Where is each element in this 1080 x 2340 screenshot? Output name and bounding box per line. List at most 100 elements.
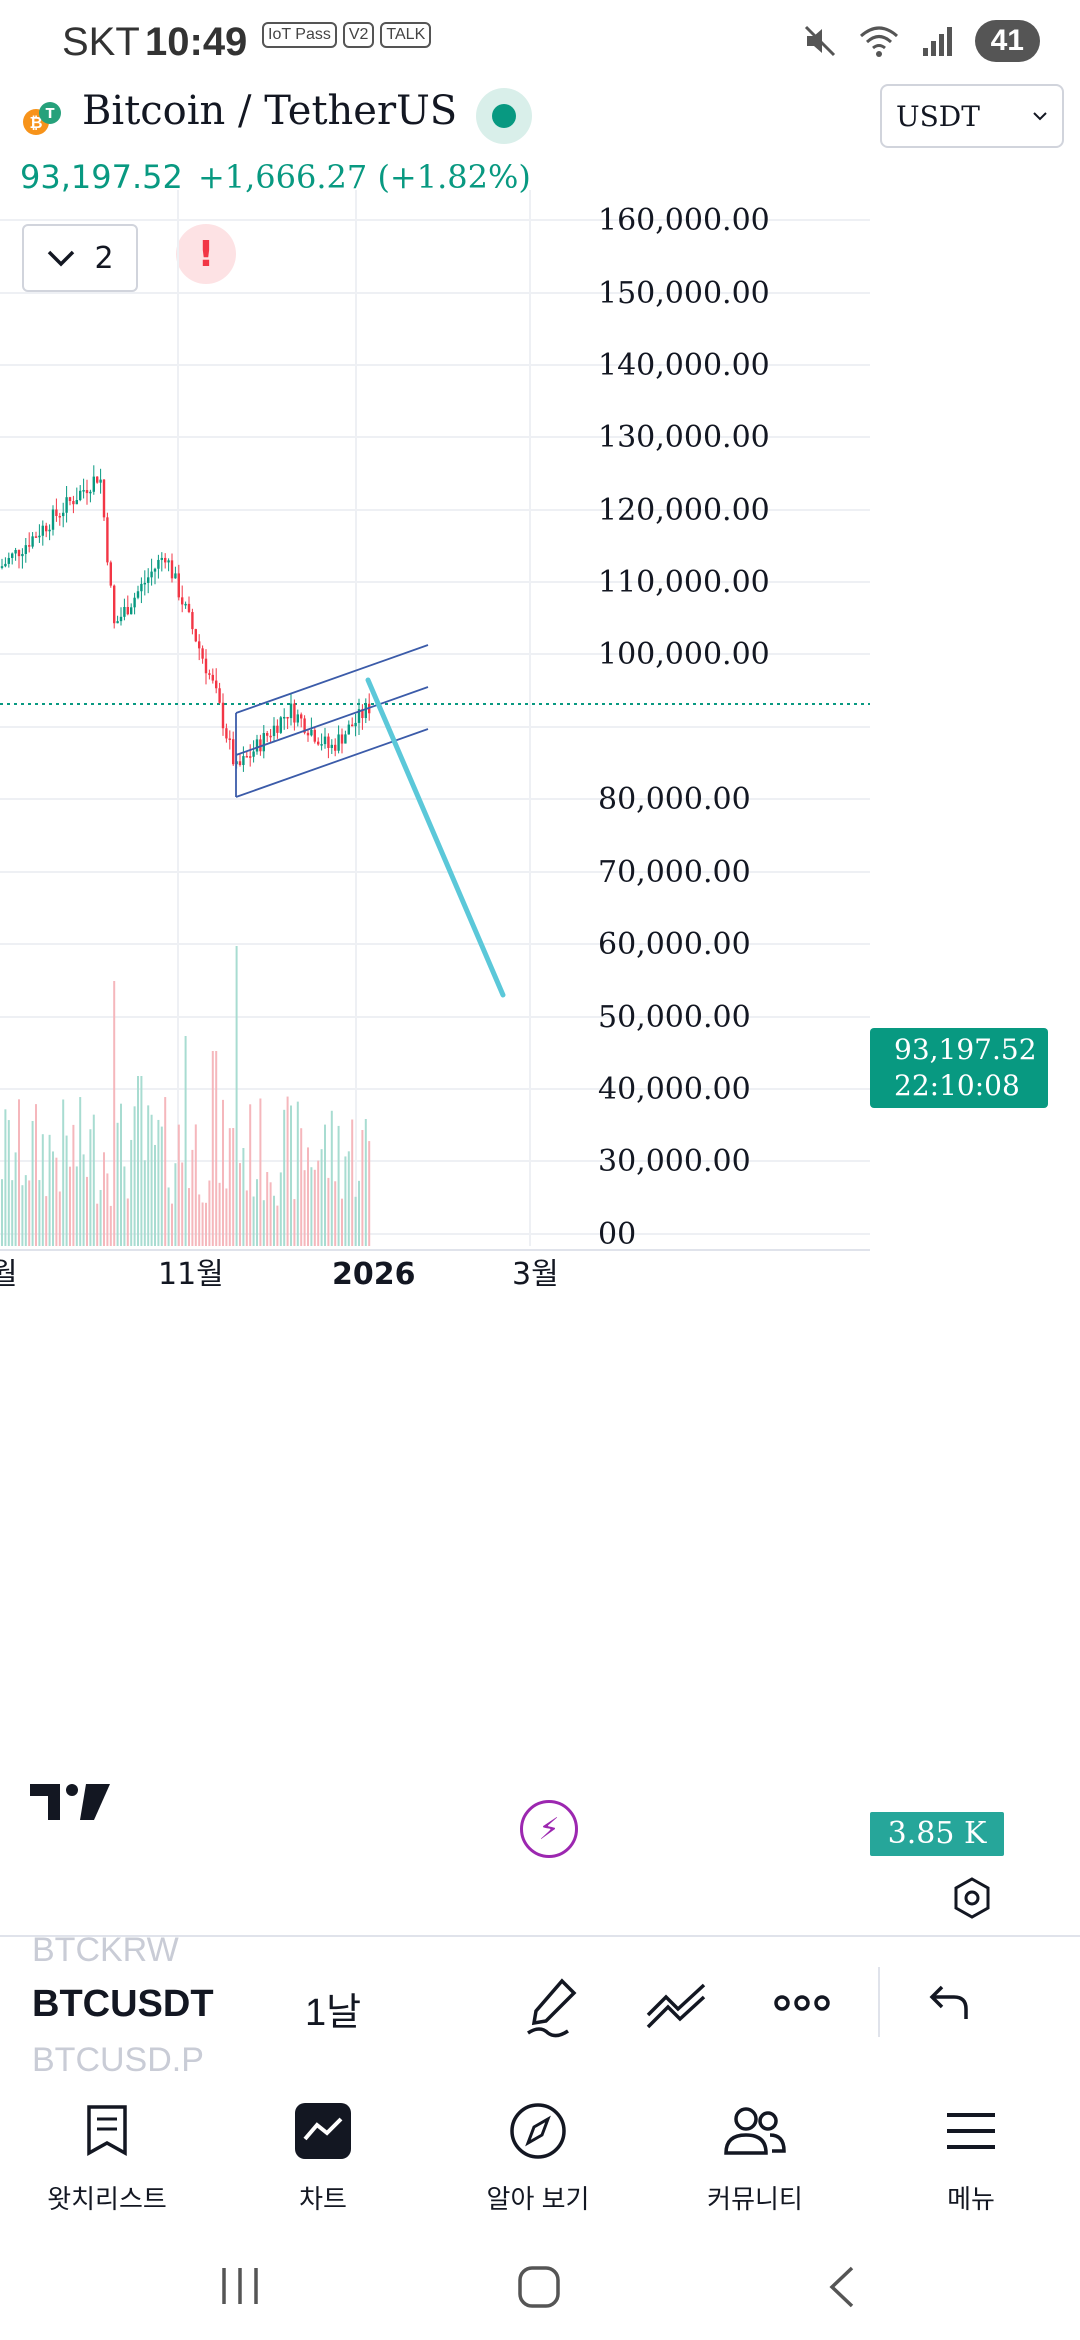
- volume-bar: [354, 1196, 357, 1246]
- more-options-icon[interactable]: [774, 1989, 830, 2019]
- candle-body: [48, 529, 51, 532]
- volume-bar: [279, 1172, 282, 1246]
- nav-watchlist[interactable]: 왓치리스트: [22, 2091, 192, 2216]
- talk-icon: TALK: [380, 22, 432, 48]
- symbol-title[interactable]: Bitcoin / TetherUS: [82, 88, 458, 134]
- candle-body: [286, 716, 289, 719]
- volume-bar: [38, 1180, 41, 1246]
- candle-body: [225, 728, 228, 739]
- candle-body: [347, 724, 350, 735]
- volume-bar: [123, 1166, 126, 1246]
- battery-indicator: 41: [974, 20, 1040, 62]
- volume-bar: [256, 1179, 258, 1246]
- volume-bar: [21, 1185, 24, 1246]
- candle-body: [82, 490, 85, 492]
- volume-bar: [198, 1194, 201, 1246]
- community-icon: [724, 2107, 786, 2155]
- symbol-current[interactable]: BTCUSDT: [32, 1983, 214, 2025]
- nav-community[interactable]: 커뮤니티: [670, 2091, 840, 2216]
- recent-apps-icon[interactable]: [218, 2264, 262, 2308]
- volume-bar: [228, 1128, 231, 1246]
- y-tick-label: 100,000.00: [598, 637, 770, 672]
- candle-body: [177, 573, 180, 598]
- volume-bar: [273, 1195, 275, 1246]
- volume-bar: [48, 1134, 51, 1246]
- volume-bar: [269, 1182, 272, 1246]
- home-icon[interactable]: [516, 2264, 562, 2310]
- volume-bar: [177, 1124, 180, 1246]
- candle-body: [218, 688, 221, 703]
- candle-body: [255, 739, 259, 752]
- candle-body: [7, 557, 10, 564]
- candle-body: [279, 717, 282, 733]
- candle-body: [147, 577, 150, 583]
- volume-bar: [160, 1126, 163, 1246]
- candle-body: [232, 739, 235, 765]
- nav-menu[interactable]: 메뉴: [886, 2091, 1056, 2216]
- volume-bar: [296, 1101, 299, 1246]
- candle-body: [119, 616, 123, 622]
- candle-body: [55, 509, 58, 516]
- chart-area[interactable]: 170,000.00160,000.00150,000.00140,000.00…: [0, 190, 1080, 1880]
- volume-bar: [313, 1169, 316, 1246]
- symbol-prev[interactable]: BTCKRW: [32, 1931, 179, 1969]
- indicators-collapse-button[interactable]: 2: [22, 224, 138, 292]
- chart-settings-icon[interactable]: [950, 1876, 994, 1920]
- candle-body: [136, 591, 140, 598]
- volume-bar: [171, 1203, 173, 1246]
- volume-bar: [290, 1105, 292, 1246]
- candle-body: [208, 673, 211, 675]
- volume-bar: [232, 1128, 235, 1246]
- volume-bar: [218, 1182, 221, 1246]
- volume-bar: [208, 1180, 211, 1246]
- candle-body: [0, 566, 4, 568]
- nav-chart[interactable]: 차트: [238, 2091, 408, 2216]
- volume-bar: [82, 1154, 85, 1246]
- volume-bar: [239, 1163, 241, 1246]
- symbol-next[interactable]: BTCUSD.P: [32, 2041, 204, 2079]
- candle-body: [354, 722, 357, 727]
- candle-body: [228, 738, 231, 740]
- currency-select[interactable]: USDT: [880, 84, 1064, 148]
- volume-bar: [157, 1119, 160, 1246]
- back-icon[interactable]: [826, 2264, 856, 2310]
- nav-menu-label: 메뉴: [947, 2184, 995, 2214]
- nav-explore[interactable]: 알아 보기: [453, 2091, 623, 2216]
- volume-bar: [347, 1151, 350, 1246]
- x-tick-label: 11월: [158, 1257, 224, 1292]
- volume-bar: [103, 1152, 105, 1246]
- tradingview-logo-icon: [30, 1784, 110, 1820]
- bitcoin-logo-icon: ₿ T: [23, 102, 61, 135]
- y-tick-label: 60,000.00: [598, 927, 751, 962]
- alert-button[interactable]: !: [176, 224, 236, 284]
- candle-body: [109, 562, 112, 586]
- volume-bar: [201, 1202, 204, 1246]
- volume-bar: [92, 1114, 95, 1246]
- lightning-icon[interactable]: ⚡: [520, 1800, 578, 1858]
- volume-bar: [184, 1036, 187, 1246]
- interval-selector[interactable]: 1날: [305, 1992, 362, 2034]
- candle-body: [106, 517, 109, 563]
- price-chart[interactable]: 170,000.00160,000.00150,000.00140,000.00…: [0, 190, 1080, 1880]
- indicators-icon[interactable]: [644, 1975, 710, 2039]
- volume-bar: [140, 1076, 143, 1246]
- volume-bar: [75, 1166, 78, 1246]
- volume-bar: [205, 1202, 207, 1246]
- currency-value: USDT: [896, 99, 980, 133]
- volume-bar: [211, 1051, 214, 1246]
- price-line: 93,197.52 +1,666.27 (+1.82%): [20, 158, 531, 196]
- candle-body: [238, 761, 242, 766]
- candle-body: [170, 560, 174, 579]
- volume-bar: [14, 1152, 17, 1246]
- undo-icon[interactable]: [928, 1983, 972, 2023]
- v2-icon: V2: [342, 22, 375, 48]
- volume-bar: [361, 1130, 364, 1246]
- candle-body: [313, 729, 316, 742]
- volume-bar: [324, 1124, 326, 1246]
- candle-body: [62, 512, 65, 517]
- volume-bar: [283, 1109, 286, 1246]
- candle-body: [85, 490, 89, 494]
- market-status-indicator[interactable]: [476, 88, 532, 144]
- volume-bar: [1, 1179, 3, 1246]
- draw-pen-icon[interactable]: [524, 1975, 580, 2039]
